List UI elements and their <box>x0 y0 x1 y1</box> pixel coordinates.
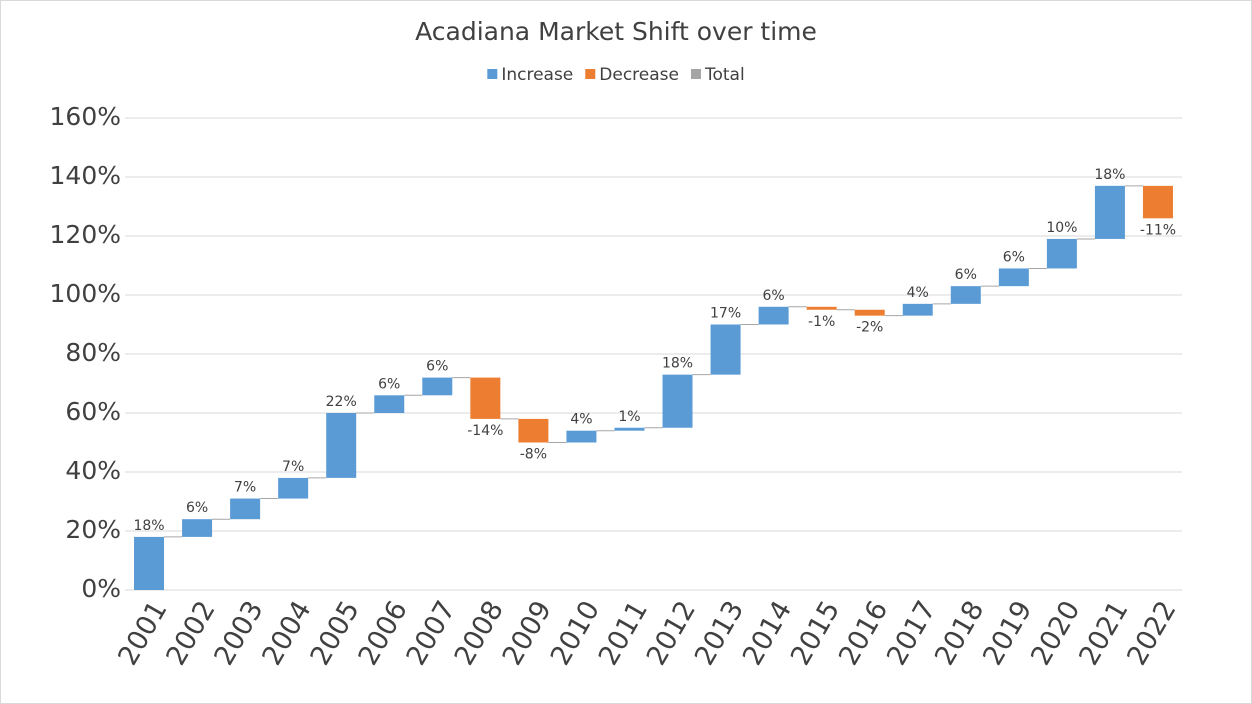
value-label: 6% <box>763 288 785 304</box>
y-tick-label: 100% <box>50 279 121 308</box>
bar <box>902 303 933 316</box>
y-tick-label: 20% <box>65 515 121 544</box>
legend-swatch <box>690 69 701 79</box>
value-label: 6% <box>955 267 977 283</box>
legend-swatch <box>585 69 596 79</box>
bar <box>374 395 405 413</box>
value-label: 4% <box>907 285 929 301</box>
bar <box>1142 185 1173 219</box>
legend-label: Total <box>704 65 745 85</box>
bar <box>710 324 741 375</box>
legend-label: Increase <box>501 65 573 85</box>
value-label: 18% <box>1094 167 1125 183</box>
bar <box>278 477 309 499</box>
value-label: 10% <box>1046 220 1077 236</box>
value-label: -8% <box>520 447 547 463</box>
bar <box>806 306 837 310</box>
bar <box>470 377 501 419</box>
bar <box>854 309 885 316</box>
bar <box>134 536 165 590</box>
bar <box>1094 185 1125 239</box>
bar <box>566 430 597 443</box>
value-label: 6% <box>1003 249 1025 265</box>
value-label: 7% <box>282 459 304 475</box>
value-label: -1% <box>808 314 835 330</box>
y-tick-label: 60% <box>65 397 121 426</box>
bar <box>518 418 549 443</box>
bar <box>326 413 357 478</box>
value-label: -2% <box>856 320 883 336</box>
bar <box>230 498 261 520</box>
value-label: 22% <box>326 394 357 410</box>
bar <box>998 268 1029 287</box>
y-tick-label: 120% <box>50 220 121 249</box>
value-label: 4% <box>570 412 592 428</box>
chart-title: Acadiana Market Shift over time <box>415 17 817 46</box>
y-tick-label: 140% <box>50 161 121 190</box>
value-label: 17% <box>710 306 741 322</box>
bar <box>422 377 453 396</box>
value-label: 18% <box>133 518 164 534</box>
bar <box>182 519 213 537</box>
value-label: 18% <box>662 356 693 372</box>
bar <box>1046 238 1077 269</box>
value-label: 7% <box>234 480 256 496</box>
bar <box>614 427 645 431</box>
y-tick-label: 40% <box>65 456 121 485</box>
bar <box>758 306 789 325</box>
bar <box>950 286 981 304</box>
bar <box>662 374 693 428</box>
y-tick-label: 160% <box>50 102 121 131</box>
value-label: -11% <box>1140 222 1176 238</box>
y-tick-label: 80% <box>65 338 121 367</box>
value-label: 6% <box>186 500 208 516</box>
value-label: 1% <box>618 409 640 425</box>
legend-label: Decrease <box>599 65 679 85</box>
value-label: 6% <box>378 376 400 392</box>
value-label: -14% <box>467 423 503 439</box>
legend-swatch <box>487 69 498 79</box>
value-label: 6% <box>426 359 448 375</box>
y-tick-label: 0% <box>81 574 121 603</box>
